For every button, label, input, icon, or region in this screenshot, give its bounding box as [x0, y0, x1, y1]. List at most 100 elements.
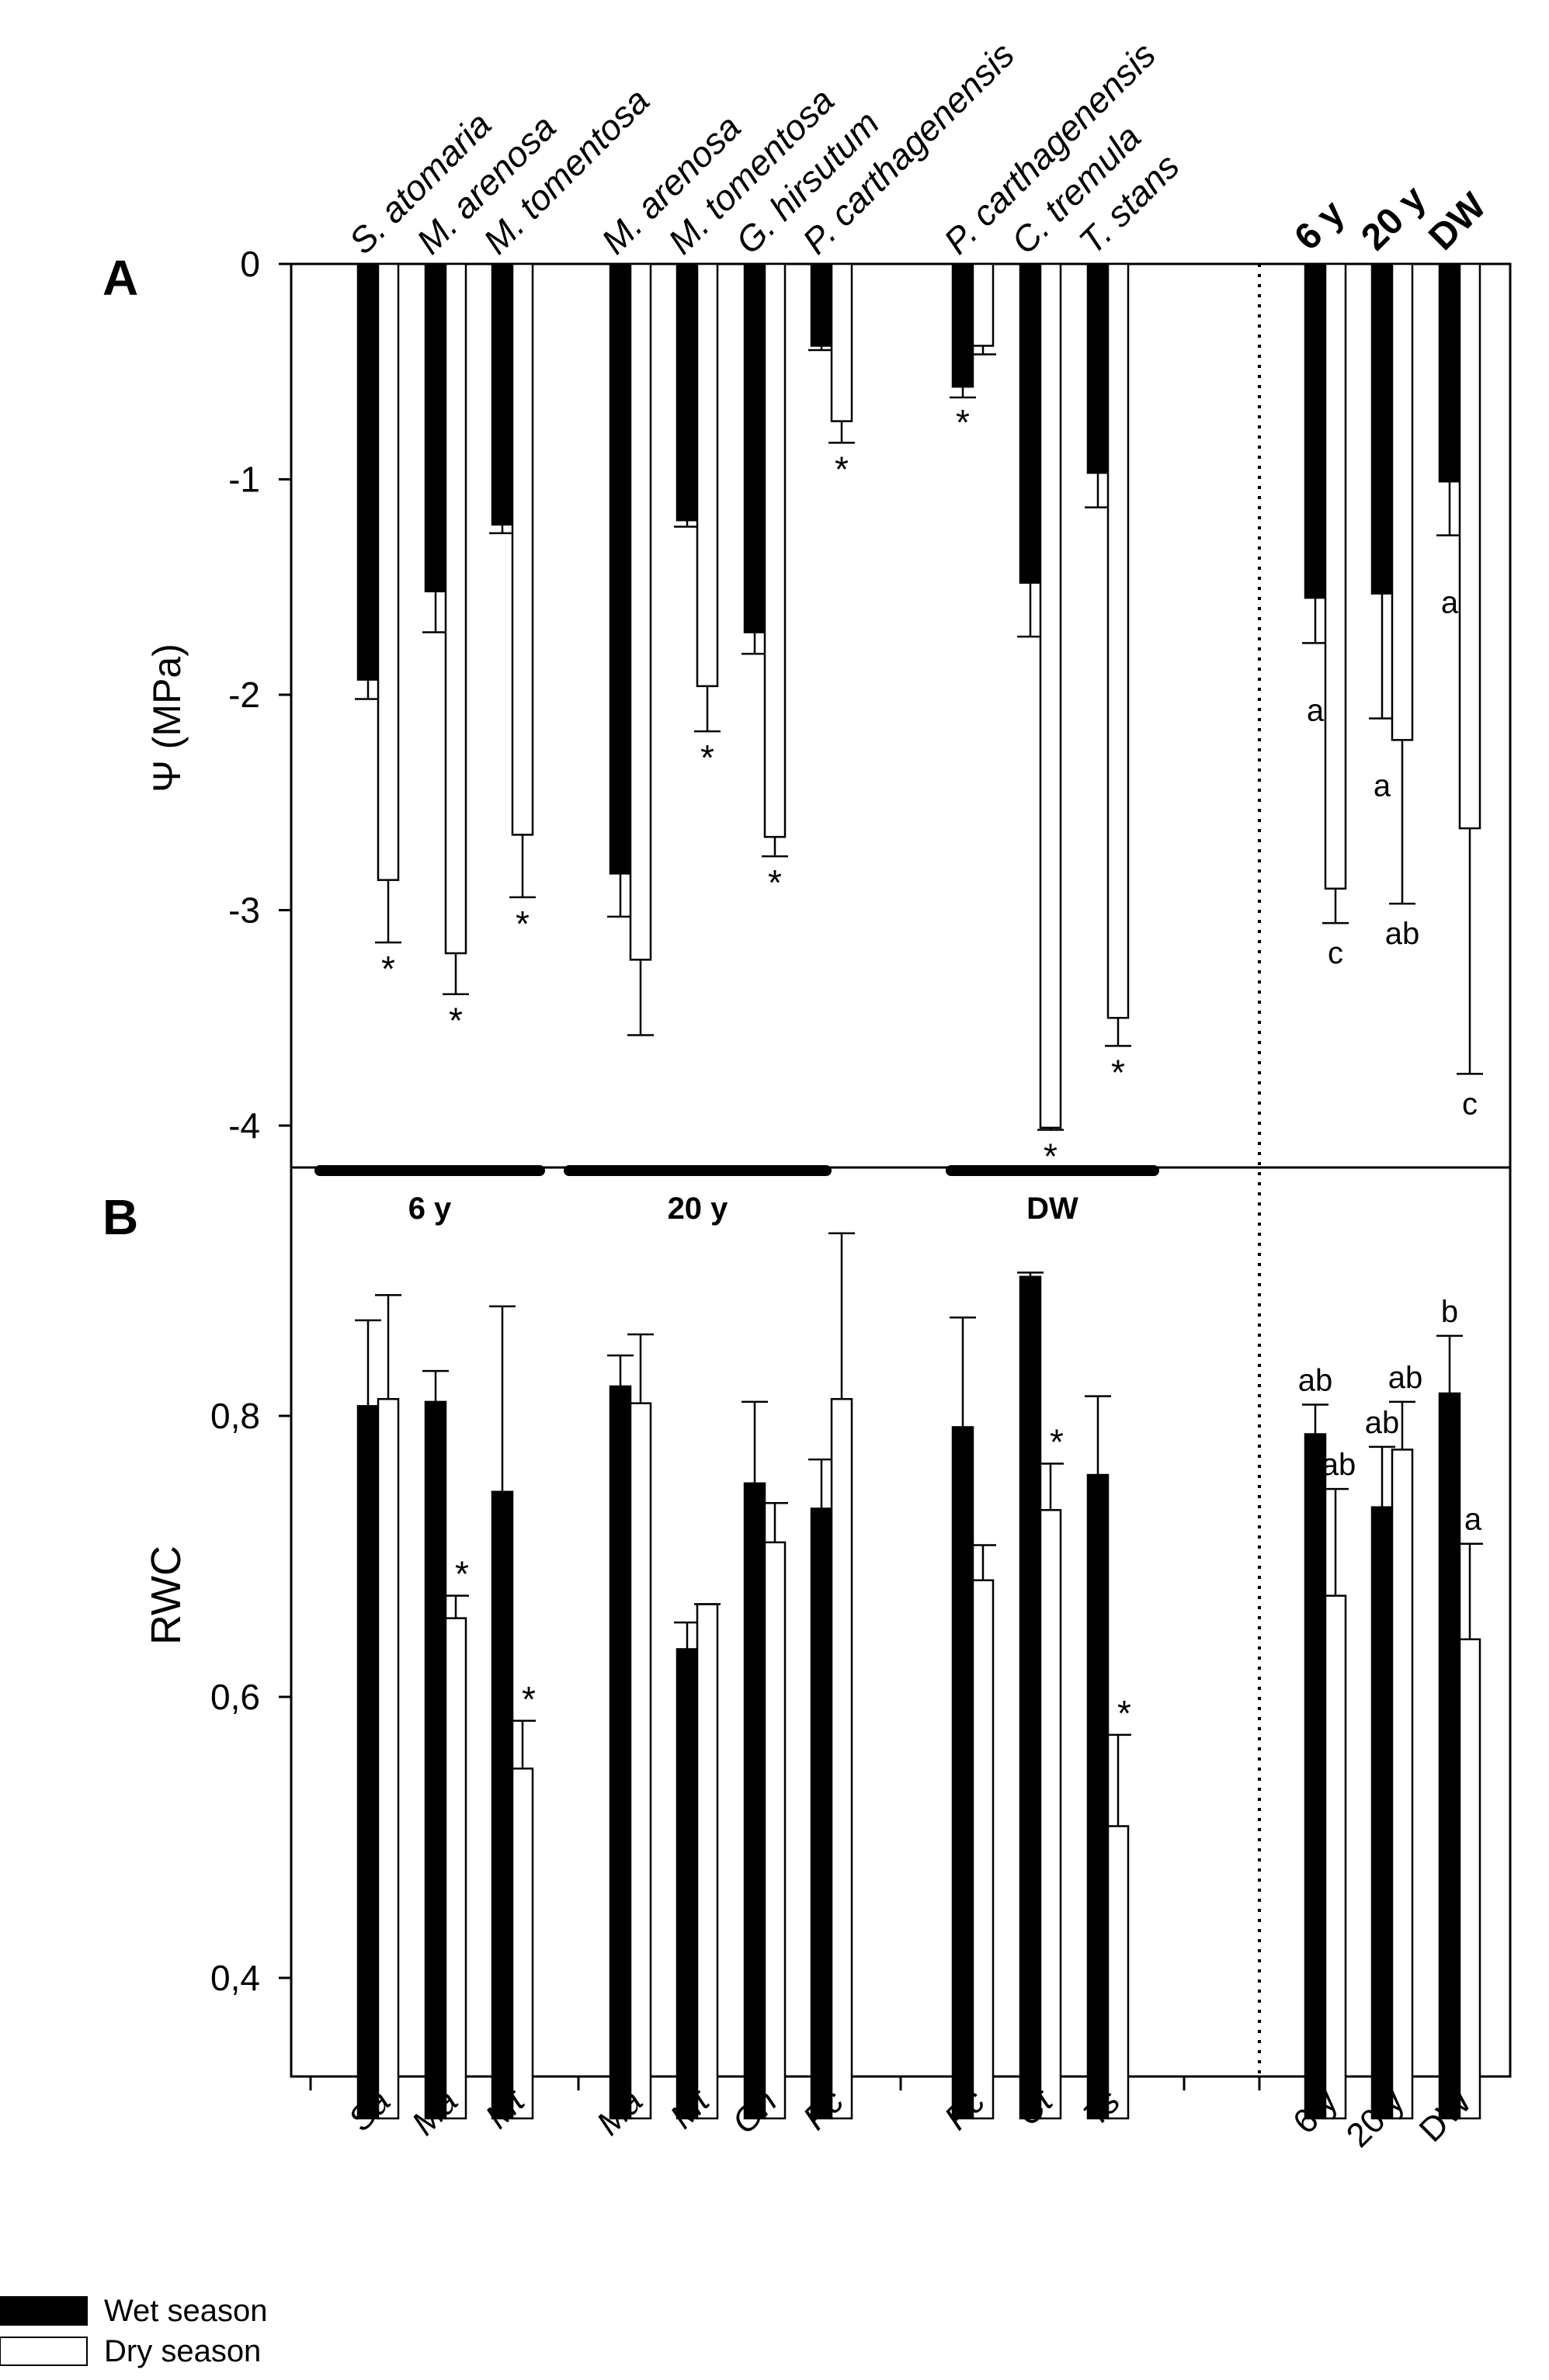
- significance-star-a: *: [516, 904, 530, 944]
- legend-dry-label: Dry season: [104, 2334, 261, 2368]
- group-label: DW: [1026, 1192, 1078, 1226]
- dry-bar-a: [444, 262, 467, 955]
- wet-bar-a: [356, 262, 380, 681]
- wet-bar-a: [491, 262, 514, 526]
- dry-bar-a: [830, 262, 853, 422]
- panel-letter-b: B: [102, 1189, 138, 1245]
- labels: A B 0 -1 -2 -3 -4 0,4 0,6 0,8 Ψ (MPa) RWC * * * * * * * * * a…: [102, 34, 1495, 2155]
- summary-header: 20 y: [1353, 178, 1434, 258]
- significance-star-a: *: [1111, 1052, 1125, 1092]
- wet-bar-b: [1438, 1392, 1461, 2120]
- dry-bar-a: [971, 262, 995, 347]
- y-tick-label-b: 0,6: [210, 1677, 260, 1717]
- group-label: 20 y: [668, 1192, 729, 1226]
- wet-bar-a: [1438, 262, 1461, 483]
- significance-star-b: *: [455, 1554, 469, 1594]
- dry-bar-b: [1391, 1448, 1414, 2120]
- panel-letter-a: A: [102, 250, 138, 306]
- wet-bar-b: [1304, 1433, 1327, 2120]
- dry-bar-a: [511, 262, 534, 836]
- dry-bar-b: [1324, 1594, 1347, 2120]
- significance-star-a: *: [449, 1001, 463, 1041]
- dry-bar-a: [1324, 262, 1347, 890]
- legend-wet-label: Wet season: [104, 2294, 268, 2328]
- y-tick-label-a: -2: [228, 675, 260, 715]
- wet-bar-b: [1019, 1275, 1042, 2120]
- significance-star-a: *: [835, 449, 849, 489]
- letter-dry-b: a: [1464, 1503, 1482, 1537]
- y-tick-label-a: -3: [228, 890, 260, 931]
- dry-bar-b: [511, 1768, 534, 2120]
- dry-bar-b: [971, 1579, 995, 2120]
- wet-bar-b: [676, 1648, 699, 2120]
- legend-dry-swatch: [0, 2337, 88, 2366]
- y-tick-label-a: -4: [228, 1105, 260, 1146]
- dry-bar-a: [763, 262, 787, 838]
- wet-bar-a: [1304, 262, 1327, 599]
- group-label: 6 y: [408, 1192, 452, 1226]
- letter-dry-b: ab: [1322, 1448, 1356, 1482]
- significance-star-b: *: [522, 1679, 536, 1719]
- frames: [279, 262, 1512, 2090]
- letter-dry-a: c: [1328, 936, 1343, 970]
- y-tick-label-b: 0,4: [210, 1958, 260, 1998]
- wet-bar-a: [424, 262, 447, 593]
- wet-bar-b: [951, 1426, 974, 2120]
- dry-bar-b: [377, 1398, 400, 2120]
- letter-wet-b: ab: [1298, 1364, 1333, 1398]
- significance-star-a: *: [381, 949, 395, 989]
- dry-bar-b: [1039, 1509, 1062, 2120]
- wet-bar-b: [424, 1400, 447, 2120]
- dry-bar-b: [763, 1541, 787, 2120]
- dry-bar-b: [444, 1617, 467, 2120]
- wet-bar-a: [676, 262, 699, 522]
- letter-wet-a: a: [1307, 693, 1325, 727]
- dry-bar-b: [629, 1402, 652, 2120]
- y-axis-label-a: Ψ (MPa): [145, 644, 189, 793]
- y-tick-label-b: 0,8: [210, 1396, 260, 1436]
- wet-bar-b: [609, 1385, 632, 2120]
- legend-wet-swatch: [0, 2296, 88, 2326]
- dry-bar-a: [1458, 262, 1481, 830]
- wet-bar-a: [1086, 262, 1110, 474]
- wet-bar-b: [491, 1490, 514, 2120]
- dry-bar-b: [1458, 1638, 1481, 2120]
- significance-star-b: *: [1050, 1422, 1064, 1462]
- wet-bar-a: [1019, 262, 1042, 584]
- wet-bar-b: [743, 1482, 766, 2120]
- significance-star-a: *: [956, 402, 970, 442]
- bars: [355, 262, 1483, 2120]
- wet-bar-a: [810, 262, 833, 347]
- dry-bar-b: [1106, 1825, 1130, 2120]
- wet-bar-b: [1370, 1506, 1394, 2120]
- dry-bar-a: [1106, 262, 1130, 1019]
- letter-dry-b: ab: [1388, 1361, 1423, 1395]
- letter-wet-b: b: [1441, 1295, 1458, 1329]
- legend: Wet season Dry season: [0, 2294, 268, 2368]
- dry-bar-b: [696, 1603, 719, 2120]
- wet-bar-b: [1086, 1473, 1110, 2120]
- letter-dry-a: c: [1462, 1087, 1478, 1121]
- dry-bar-a: [629, 262, 652, 961]
- wet-bar-b: [356, 1405, 380, 2120]
- dry-bar-a: [1391, 262, 1414, 741]
- wet-bar-a: [609, 262, 632, 875]
- significance-star-a: *: [768, 862, 782, 903]
- significance-star-a: *: [700, 737, 714, 778]
- dry-bar-b: [830, 1398, 853, 2120]
- dry-bar-a: [1039, 262, 1062, 1129]
- dry-bar-a: [696, 262, 719, 688]
- letter-dry-a: ab: [1385, 917, 1420, 951]
- wet-bar-a: [1370, 262, 1394, 595]
- letter-wet-b: ab: [1365, 1406, 1400, 1440]
- y-axis-label-b: RWC: [143, 1546, 189, 1645]
- letter-wet-a: a: [1374, 769, 1391, 803]
- summary-header: DW: [1421, 185, 1495, 258]
- dry-bar-a: [377, 262, 400, 881]
- letter-wet-a: a: [1441, 586, 1459, 620]
- summary-header: 6 y: [1287, 193, 1353, 258]
- wet-bar-a: [743, 262, 766, 633]
- y-tick-label-a: -1: [228, 460, 260, 500]
- significance-star-b: *: [1117, 1693, 1131, 1733]
- wet-bar-a: [951, 262, 974, 388]
